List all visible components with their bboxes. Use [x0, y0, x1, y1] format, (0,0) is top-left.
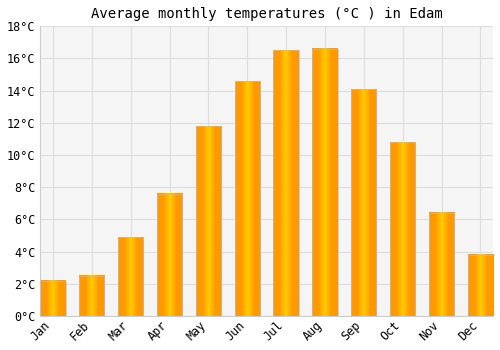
Bar — [118, 237, 144, 316]
Bar — [429, 213, 454, 316]
Bar — [196, 126, 221, 316]
Bar — [157, 194, 182, 316]
Bar — [312, 49, 338, 316]
Bar — [79, 276, 104, 316]
Bar — [234, 81, 260, 316]
Title: Average monthly temperatures (°C ) in Edam: Average monthly temperatures (°C ) in Ed… — [91, 7, 443, 21]
Bar — [157, 194, 182, 316]
Bar — [196, 126, 221, 316]
Bar — [274, 50, 298, 316]
Bar — [40, 281, 66, 316]
Bar — [234, 81, 260, 316]
Bar — [429, 213, 454, 316]
Bar — [118, 237, 144, 316]
Bar — [79, 276, 104, 316]
Bar — [390, 142, 415, 316]
Bar — [468, 255, 493, 316]
Bar — [351, 89, 376, 316]
Bar — [468, 255, 493, 316]
Bar — [40, 281, 66, 316]
Bar — [312, 49, 338, 316]
Bar — [351, 89, 376, 316]
Bar — [274, 50, 298, 316]
Bar — [390, 142, 415, 316]
